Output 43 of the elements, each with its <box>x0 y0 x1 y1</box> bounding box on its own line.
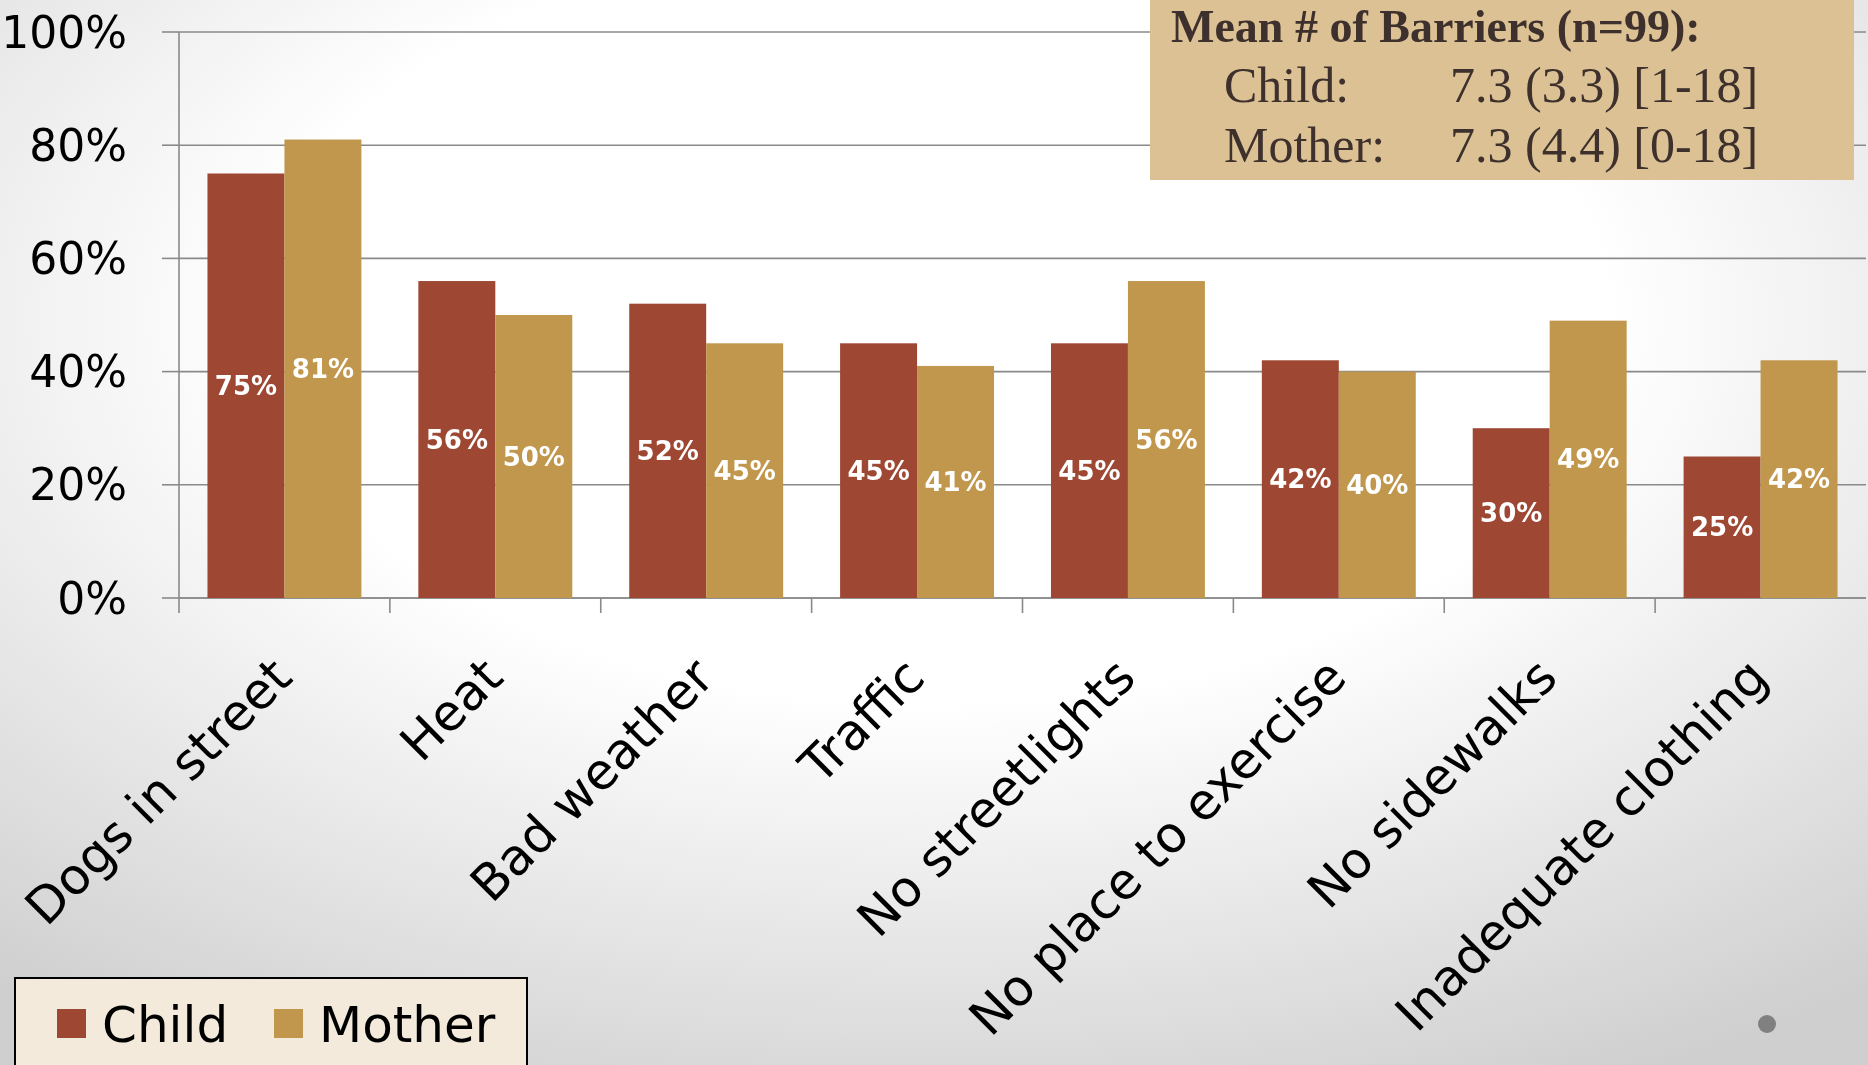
bar <box>1338 371 1416 598</box>
y-tick-label: 40% <box>29 346 127 398</box>
bar <box>917 365 995 598</box>
legend-label: Child <box>102 996 229 1054</box>
data-label: 30% <box>1480 498 1543 529</box>
data-label: 45% <box>1058 455 1121 486</box>
annotation: Mean # of Barriers (n=99): <box>1171 1 1701 52</box>
data-label: 42% <box>1269 464 1332 495</box>
data-label: 75% <box>214 370 278 401</box>
data-label: 42% <box>1767 464 1831 495</box>
bar <box>1127 281 1205 598</box>
y-tick-label: 20% <box>29 459 127 511</box>
bar <box>284 139 362 598</box>
data-label: 40% <box>1346 469 1409 500</box>
bar <box>1760 360 1838 598</box>
bar <box>1472 428 1550 598</box>
y-tick-label: 60% <box>29 232 127 284</box>
bar <box>418 281 496 598</box>
data-label: 81% <box>291 353 355 384</box>
y-tick-label: 0% <box>57 572 127 624</box>
data-label: 56% <box>1135 424 1198 455</box>
bar <box>1261 360 1339 598</box>
bar <box>1549 320 1627 598</box>
data-label: 41% <box>924 466 987 497</box>
bar <box>629 303 707 598</box>
text: Mother: 7.3 (4.4) [0-18] <box>1224 117 1759 173</box>
data-label: 25% <box>1690 512 1754 543</box>
bar <box>840 343 918 598</box>
data-label: 56% <box>425 424 488 455</box>
data-label: 52% <box>636 435 699 466</box>
bar <box>1683 456 1761 598</box>
bar <box>706 343 784 598</box>
y-tick-label: 80% <box>29 119 127 171</box>
bar <box>495 315 573 598</box>
text: Child: 7.3 (3.3) [1-18] <box>1224 57 1759 113</box>
y-tick-label: 100% <box>1 6 127 58</box>
data-label: 45% <box>847 455 910 486</box>
data-label: 50% <box>502 441 565 472</box>
bar <box>207 173 285 598</box>
data-label: 45% <box>713 455 776 486</box>
legend-label: Mother <box>319 996 496 1054</box>
bar <box>1050 343 1128 598</box>
data-label: 49% <box>1557 444 1620 475</box>
